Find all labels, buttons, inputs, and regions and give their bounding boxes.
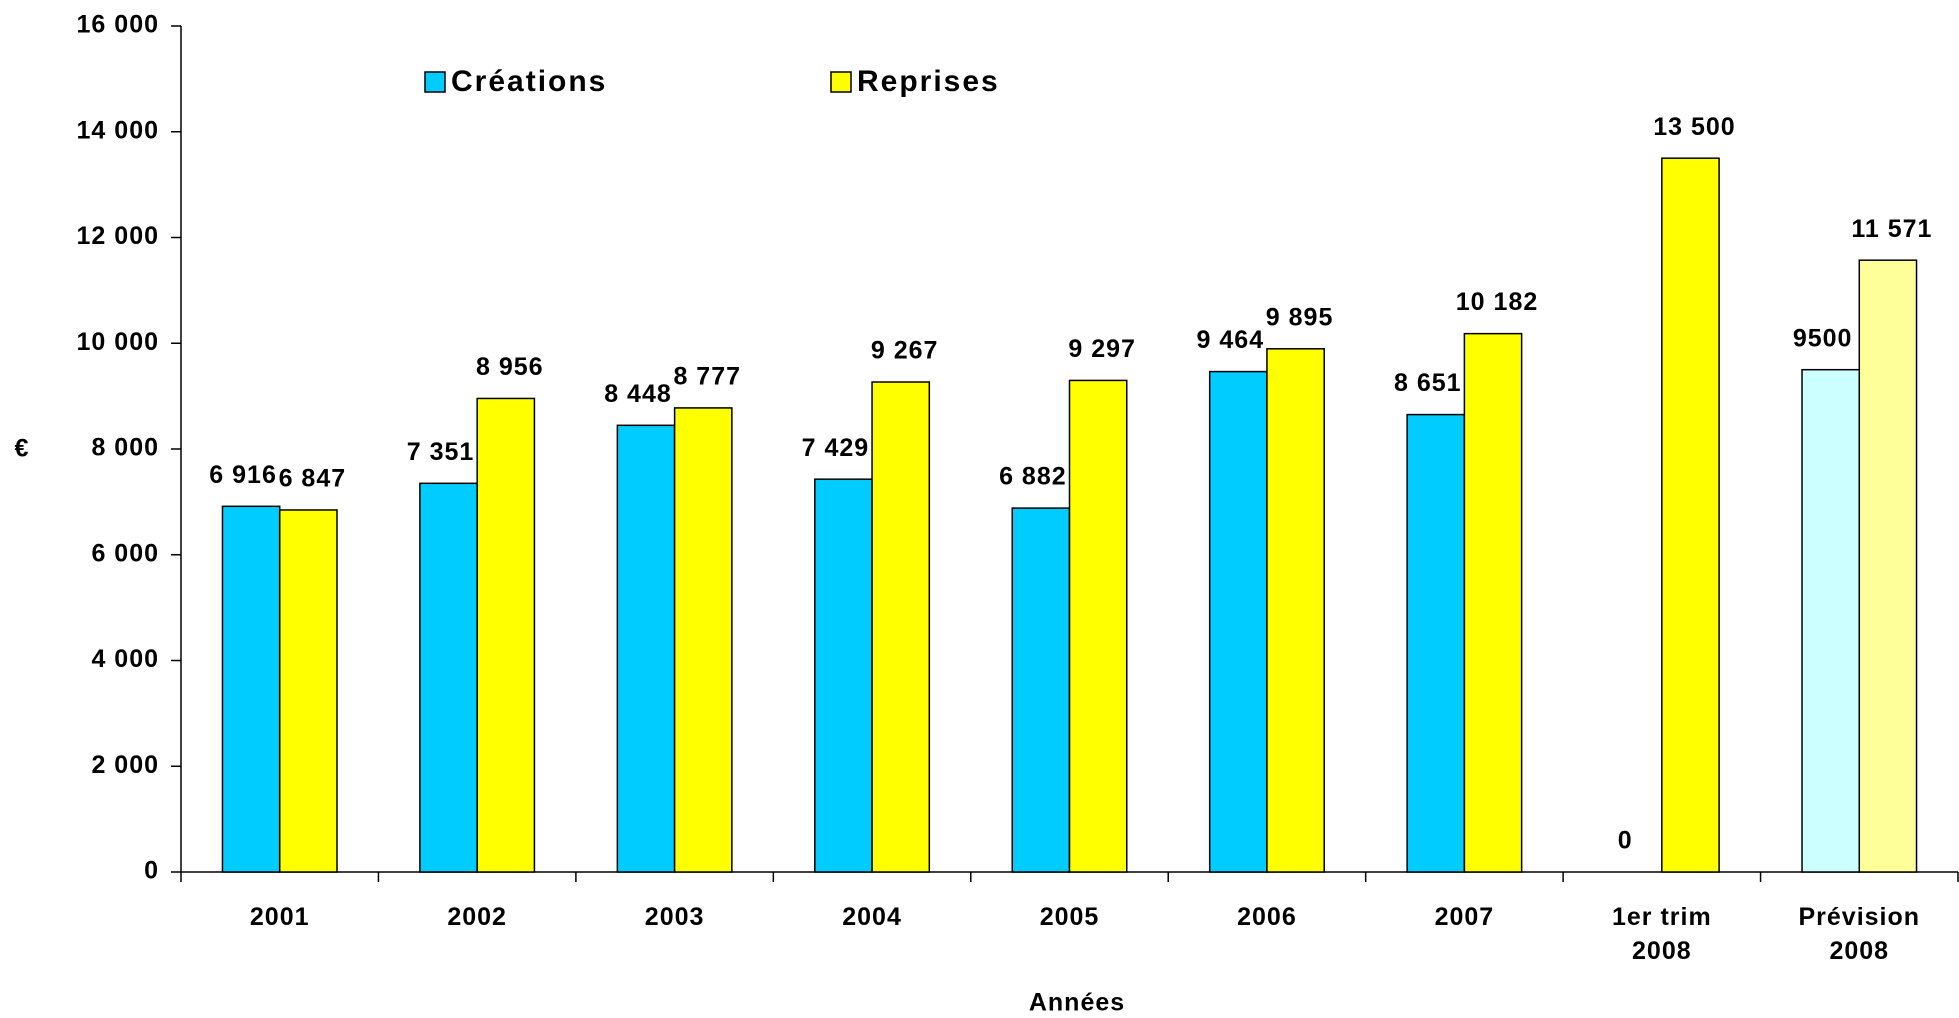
y-axis-label: € xyxy=(15,435,30,463)
value-label: 8 956 xyxy=(476,353,544,381)
bar xyxy=(673,407,733,873)
x-tick-label: 2007 xyxy=(1434,903,1495,931)
x-tick-label: 1er trim 2008 xyxy=(1611,903,1712,965)
x-tick-label: 2002 xyxy=(447,903,507,931)
x-axis-label: Années xyxy=(1029,989,1125,1017)
bar xyxy=(1068,379,1128,873)
x-tick-label: 2001 xyxy=(249,903,310,931)
value-label: 9 297 xyxy=(1068,335,1136,363)
y-tick-label: 0 xyxy=(144,857,159,885)
value-label: 7 429 xyxy=(802,434,870,462)
legend-label: Créations xyxy=(451,65,607,98)
bar xyxy=(1266,348,1325,873)
legend-label: Reprises xyxy=(857,65,1000,98)
value-label: 6 916 xyxy=(209,461,277,489)
value-label: 10 182 xyxy=(1456,288,1538,316)
value-label: 6 847 xyxy=(279,465,347,493)
y-tick-label: 2 000 xyxy=(91,751,159,779)
legend-swatch xyxy=(424,71,446,93)
y-tick-label: 12 000 xyxy=(77,222,159,250)
y-tick-label: 6 000 xyxy=(91,539,159,567)
bar xyxy=(616,424,676,873)
value-label: 8 651 xyxy=(1394,369,1462,397)
value-label: 7 351 xyxy=(407,438,475,466)
bar xyxy=(221,505,281,873)
x-tick-label: 2004 xyxy=(842,903,902,931)
y-tick-label: 16 000 xyxy=(77,11,159,39)
bar xyxy=(419,482,478,873)
x-tick-label: 2005 xyxy=(1039,903,1100,931)
value-label: 11 571 xyxy=(1851,215,1932,243)
bar xyxy=(1858,259,1918,873)
value-label: 8 448 xyxy=(604,380,672,408)
bar xyxy=(1011,507,1071,873)
bar xyxy=(1801,368,1861,873)
y-tick-label: 4 000 xyxy=(91,645,159,673)
y-tick-label: 10 000 xyxy=(77,328,159,356)
value-label: 6 882 xyxy=(999,463,1067,491)
y-tick-label: 14 000 xyxy=(77,116,159,144)
x-tick-label: 2006 xyxy=(1237,903,1297,931)
bar xyxy=(476,397,536,873)
bar xyxy=(1463,332,1523,873)
value-label: 8 777 xyxy=(673,363,741,391)
value-label: 13 500 xyxy=(1653,113,1735,141)
bar xyxy=(814,478,873,873)
value-label: 9500 xyxy=(1793,324,1853,352)
value-label: 9 895 xyxy=(1266,303,1334,331)
legend-swatch xyxy=(830,71,852,93)
bar xyxy=(1406,413,1466,873)
bar xyxy=(871,381,931,873)
value-label: 9 267 xyxy=(871,337,939,365)
bar xyxy=(278,509,338,873)
value-label: 0 xyxy=(1618,827,1633,855)
bar xyxy=(1661,157,1720,873)
bar xyxy=(1208,370,1268,873)
x-tick-label: 2003 xyxy=(644,903,705,931)
x-tick-label: Prévision 2008 xyxy=(1798,903,1921,965)
y-tick-label: 8 000 xyxy=(91,434,159,462)
value-label: 9 464 xyxy=(1197,326,1265,354)
